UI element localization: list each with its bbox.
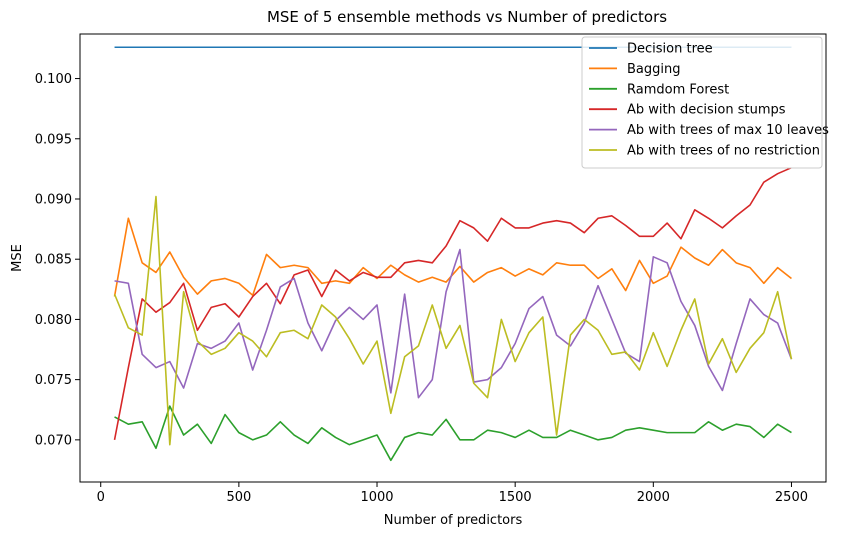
legend-label-6: Ab with trees of no restriction bbox=[627, 144, 820, 159]
y-axis-label: MSE bbox=[10, 244, 25, 272]
legend-box bbox=[581, 36, 823, 169]
y-tick-label: 0.070 bbox=[35, 433, 72, 448]
x-tick-label: 2000 bbox=[637, 490, 670, 505]
legend-label-3: Ramdom Forest bbox=[627, 82, 729, 97]
y-tick-label: 0.090 bbox=[35, 192, 72, 207]
y-tick-label: 0.095 bbox=[35, 132, 72, 147]
legend-label-1: Decision tree bbox=[627, 42, 713, 57]
y-tick-label: 0.080 bbox=[35, 313, 72, 328]
chart-title: MSE of 5 ensemble methods vs Number of p… bbox=[267, 8, 667, 26]
x-tick-label: 1500 bbox=[499, 490, 532, 505]
x-tick-label: 1000 bbox=[360, 490, 393, 505]
x-tick-label: 2500 bbox=[775, 490, 808, 505]
x-axis: 0 500 1000 1500 2000 2500 bbox=[97, 482, 808, 505]
y-tick-label: 0.100 bbox=[35, 72, 72, 87]
series-line-5 bbox=[114, 248, 793, 399]
series-line-2 bbox=[113, 217, 792, 297]
x-tick-label: 0 bbox=[97, 490, 105, 505]
series-line-4 bbox=[113, 166, 792, 441]
x-tick-label: 500 bbox=[226, 490, 251, 505]
x-axis-label: Number of predictors bbox=[384, 513, 523, 528]
y-axis: 0.070 0.075 0.080 0.085 0.090 0.095 0.100 bbox=[35, 72, 80, 448]
series-layer bbox=[113, 46, 793, 462]
legend: Decision tree Bagging Ramdom Forest Ab with… bbox=[581, 36, 829, 169]
legend-label-4: Ab with decision stumps bbox=[627, 103, 786, 118]
y-tick-label: 0.075 bbox=[35, 373, 72, 388]
series-line-6 bbox=[113, 195, 793, 446]
y-tick-label: 0.085 bbox=[35, 253, 72, 268]
plot-border bbox=[79, 33, 827, 483]
legend-label-2: Bagging bbox=[627, 62, 681, 77]
legend-label-5: Ab with trees of max 10 leaves bbox=[627, 123, 829, 138]
series-line-3 bbox=[114, 405, 792, 462]
